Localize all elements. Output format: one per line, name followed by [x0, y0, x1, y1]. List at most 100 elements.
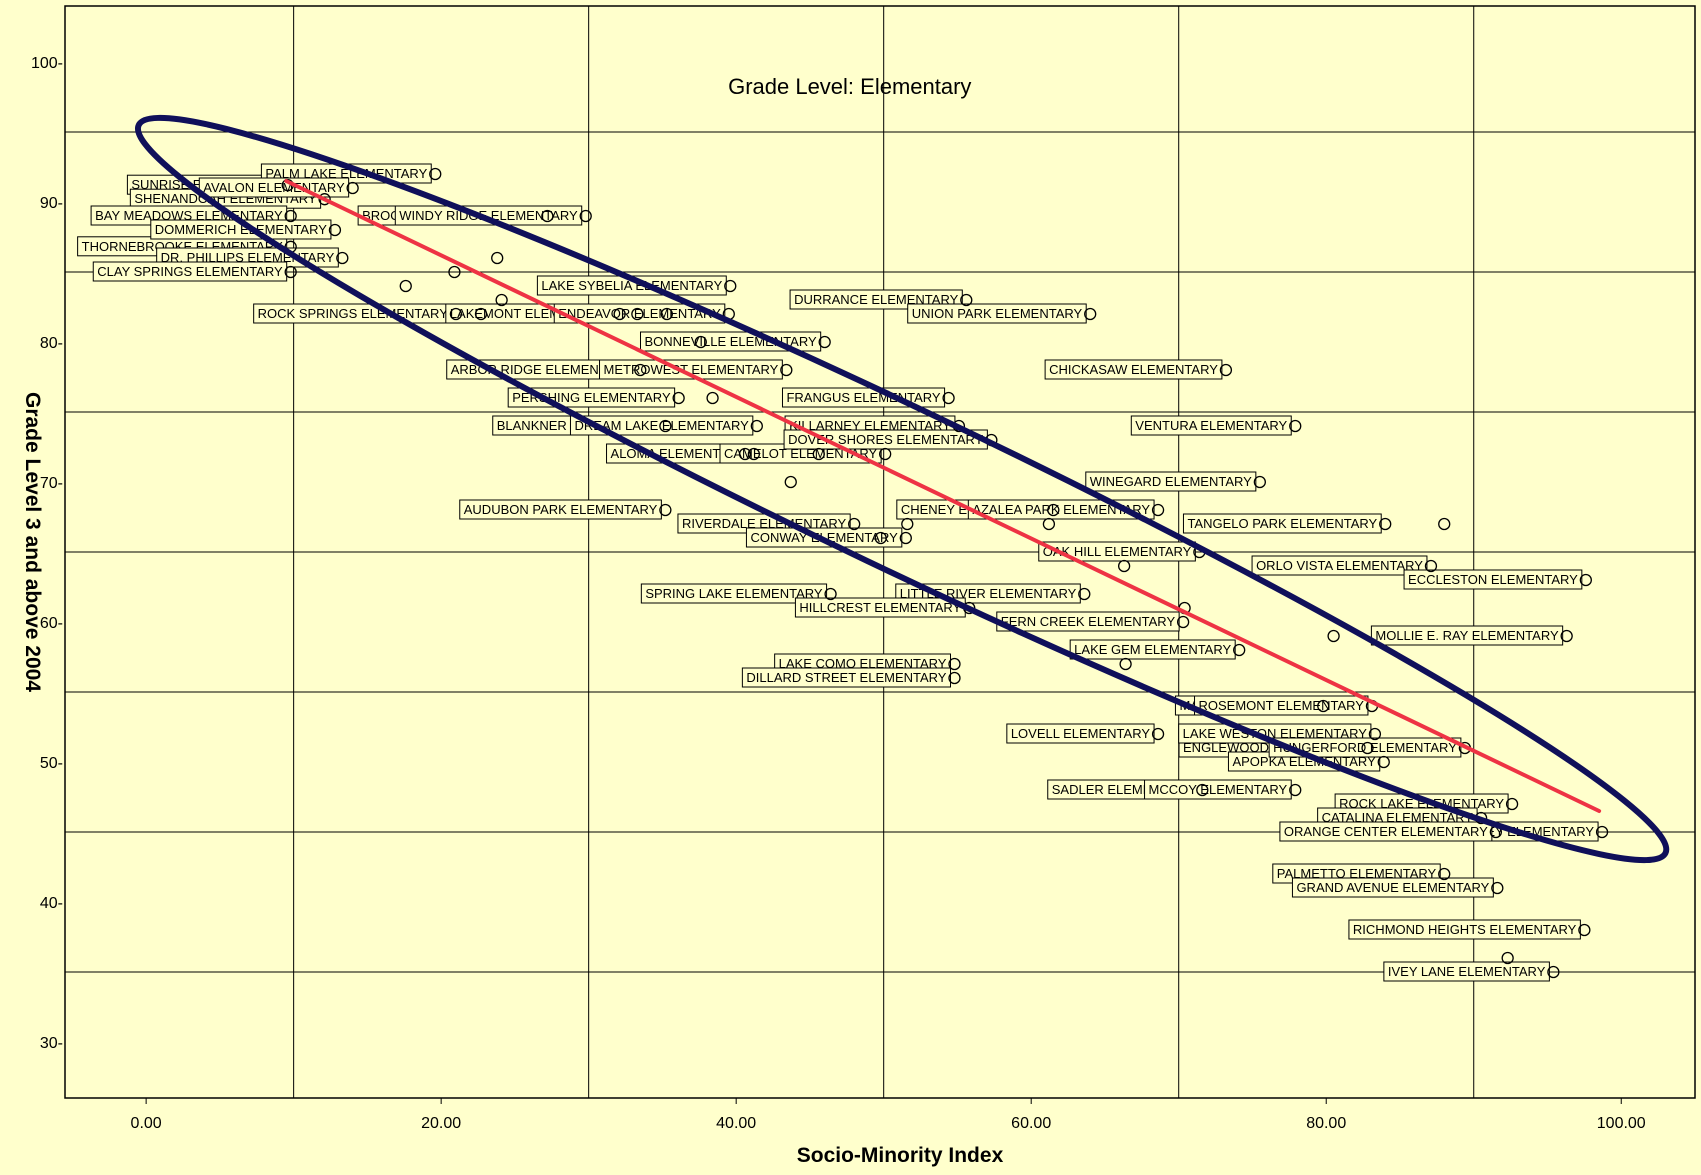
data-point	[874, 531, 887, 545]
data-point	[724, 279, 737, 293]
point-label-text: DREAM LAKE ELEMENTARY	[574, 418, 749, 433]
x-tick-label: 40.00	[716, 1115, 756, 1132]
x-tick-label: 20.00	[421, 1115, 461, 1132]
data-point	[1505, 797, 1519, 811]
x-tick-label: 60.00	[1011, 1115, 1051, 1132]
data-point	[1317, 699, 1330, 713]
data-point	[579, 209, 592, 223]
data-point	[948, 671, 961, 685]
point-label: OAK HILL ELEMENTARY	[1038, 541, 1196, 562]
point-label: HUNGERFORD ELEMENTARY	[1268, 737, 1462, 758]
y-tick-label: 60-	[40, 615, 63, 632]
point-label: WINEGARD ELEMENTARY	[1085, 471, 1257, 492]
data-point	[1151, 503, 1165, 517]
data-point	[1117, 559, 1131, 573]
point-label: ECCLESTON ELEMENTARY	[1403, 569, 1583, 590]
data-point	[1438, 517, 1451, 531]
data-point	[1084, 307, 1097, 321]
point-label-text: LAKE SYBELIA ELEMENTARY	[541, 278, 722, 293]
point-label-text: FERN CREEK ELEMENTARY	[1001, 614, 1176, 629]
data-point	[1327, 629, 1340, 643]
data-point	[631, 307, 644, 321]
data-point	[613, 307, 626, 321]
point-label-box	[553, 303, 726, 324]
point-label-text: LAKE GEM ELEMENTARY	[1074, 642, 1231, 657]
point-label-text: LAKE COMO ELEMENTARY	[779, 656, 947, 671]
x-axis-label: Socio-Minority Index	[797, 1144, 1004, 1167]
point-label: MOLLIE E. RAY ELEMENTARY	[1370, 625, 1564, 646]
point-label-box	[599, 359, 783, 380]
point-label: SPRING LAKE ELEMENTARY	[640, 583, 828, 604]
data-point	[660, 307, 673, 321]
data-point	[1233, 643, 1246, 657]
data-point	[1578, 923, 1591, 937]
data-point	[1289, 419, 1302, 433]
data-point	[449, 307, 463, 321]
highlight-ellipse	[134, 114, 1670, 864]
point-label: FRANGUS ELEMENTARY	[781, 387, 946, 408]
point-label-box	[1182, 513, 1382, 534]
point-label: LAKE GEM ELEMENTARY	[1069, 639, 1236, 660]
point-label-text: DURRANCE ELEMENTARY	[794, 292, 959, 307]
data-point	[960, 293, 973, 307]
point-label: METROWEST ELEMENTARY	[599, 359, 783, 380]
point-label-text: VENTURA ELEMENTARY	[1135, 418, 1287, 433]
point-label: AUDUBON PARK ELEMENTARY	[459, 499, 662, 520]
point-label-box	[1370, 625, 1564, 646]
point-label-text: ROCK SPRINGS ELEMENTARY	[258, 306, 449, 321]
point-label-text: DILLARD STREET ELEMENTARY	[746, 670, 946, 685]
point-label-box	[1291, 877, 1494, 898]
point-label-text: BONNEVILLE ELEMENTARY	[644, 334, 817, 349]
data-point	[495, 293, 508, 307]
point-label-box	[907, 303, 1087, 324]
data-point	[1151, 727, 1165, 741]
data-point	[672, 391, 685, 405]
point-label: DREAM LAKE ELEMENTARY	[569, 415, 754, 436]
point-label-text: ROSEMONT ELEMENTARY	[1199, 698, 1365, 713]
point-label-text: UNION PARK ELEMENTARY	[912, 306, 1083, 321]
data-point	[1501, 951, 1514, 965]
point-label-text: ECCLESTON ELEMENTARY	[1408, 572, 1578, 587]
point-label-box	[1085, 471, 1257, 492]
point-label-text: WINEGARD ELEMENTARY	[1090, 474, 1252, 489]
point-label-text: AVALON ELEMENTARY	[203, 180, 345, 195]
data-point	[1595, 825, 1609, 839]
data-point	[747, 447, 761, 461]
point-label-text: ORLO VISTA ELEMENTARY	[1256, 558, 1423, 573]
point-label-text: GRAND AVENUE ELEMENTARY	[1296, 880, 1489, 895]
y-axis-label: Grade Level 3 and above 2004	[21, 392, 44, 692]
data-point	[899, 531, 912, 545]
data-point	[1047, 503, 1060, 517]
point-label-text: METROWEST ELEMENTARY	[604, 362, 779, 377]
point-label-box	[640, 583, 828, 604]
x-tick-label: 80.00	[1306, 1115, 1346, 1132]
data-point	[491, 251, 504, 265]
data-point	[284, 209, 297, 223]
data-point	[818, 335, 831, 349]
x-tick-label: 100.00	[1597, 1115, 1646, 1132]
data-point	[346, 181, 359, 195]
point-label-text: ORANGE CENTER ELEMENTARY	[1284, 824, 1488, 839]
point-label: LOVELL ELEMENTARY	[1006, 723, 1155, 744]
point-label-text: HILLCREST ELEMENTARY	[799, 600, 961, 615]
y-tick-label: 100-	[31, 55, 63, 72]
point-label: BONNEVILLE ELEMENTARY	[639, 331, 822, 352]
data-point	[694, 335, 707, 349]
point-label: LAKE WESTON ELEMENTARY	[1178, 723, 1372, 744]
point-label: DILLARD STREET ELEMENTARY	[741, 667, 951, 688]
data-point	[1438, 867, 1451, 881]
data-point	[848, 517, 861, 531]
data-point	[879, 447, 892, 461]
data-point	[901, 517, 914, 531]
point-label-text: MOLLIE E. RAY ELEMENTARY	[1375, 628, 1559, 643]
point-label-box	[1069, 639, 1236, 660]
point-label-text: FRANGUS ELEMENTARY	[786, 390, 940, 405]
data-point	[1491, 881, 1504, 895]
point-label-box	[1144, 779, 1292, 800]
point-label-text: MCCOY ELEMENTARY	[1149, 782, 1288, 797]
point-label: ORANGE CENTER ELEMENTARY	[1279, 821, 1493, 842]
y-tick-label: 70-	[40, 475, 63, 492]
point-label-text: CATALINA ELEMENTARY	[1322, 810, 1474, 825]
point-label: MCCOY ELEMENTARY	[1144, 779, 1292, 800]
